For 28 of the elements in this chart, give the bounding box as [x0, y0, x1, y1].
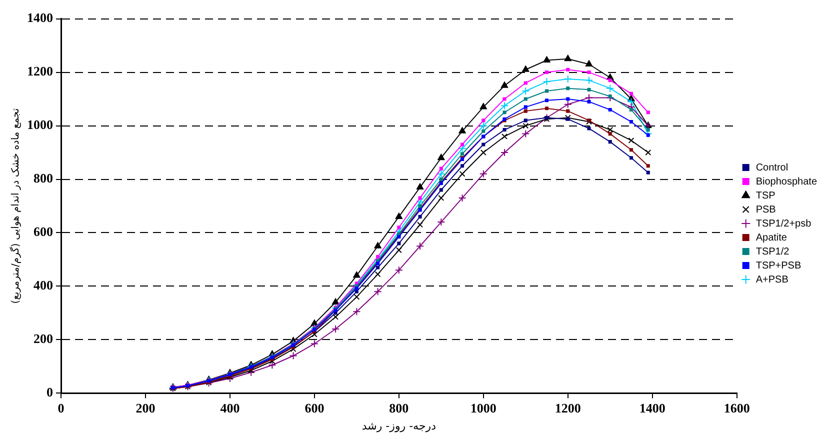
legend-label: TSP+PSB — [756, 260, 802, 272]
legend-label: TSP — [756, 190, 776, 202]
y-axis-title: تجمع ماده خشک در اندام هوایی (گرم/مترمربع) — [10, 108, 22, 304]
legend-label: Apatite — [756, 232, 788, 244]
y-tick-label: 200 — [34, 331, 53, 346]
x-tick-label: 1400 — [639, 400, 666, 416]
x-tick-label: 800 — [389, 400, 409, 416]
x-axis-title: درجه- روز- رشد — [362, 419, 436, 432]
legend-label: TSP1/2 — [756, 246, 790, 258]
y-tick-label: 400 — [34, 278, 53, 293]
legend-label: Biophosphate — [756, 176, 818, 188]
y-tick-label: 1200 — [27, 64, 53, 79]
x-tick-label: 400 — [220, 400, 240, 416]
x-tick-label: 1600 — [724, 400, 750, 416]
legend-label: TSP1/2+psb — [756, 218, 812, 230]
legend-label: PSB — [756, 204, 776, 216]
legend-label: A+PSB — [756, 274, 789, 286]
x-tick-label: 600 — [304, 400, 324, 416]
x-tick-label: 0 — [58, 400, 64, 416]
y-tick-label: 600 — [34, 224, 53, 240]
y-tick-label: 800 — [34, 170, 53, 186]
x-tick-label: 200 — [136, 400, 156, 416]
x-tick-label: 1000 — [470, 400, 496, 416]
x-tick-label: 1200 — [554, 400, 581, 416]
y-tick-label: 0 — [46, 384, 53, 400]
legend-label: Control — [756, 162, 788, 174]
y-tick-label: 1000 — [27, 117, 53, 132]
y-tick-label: 1400 — [27, 10, 53, 26]
